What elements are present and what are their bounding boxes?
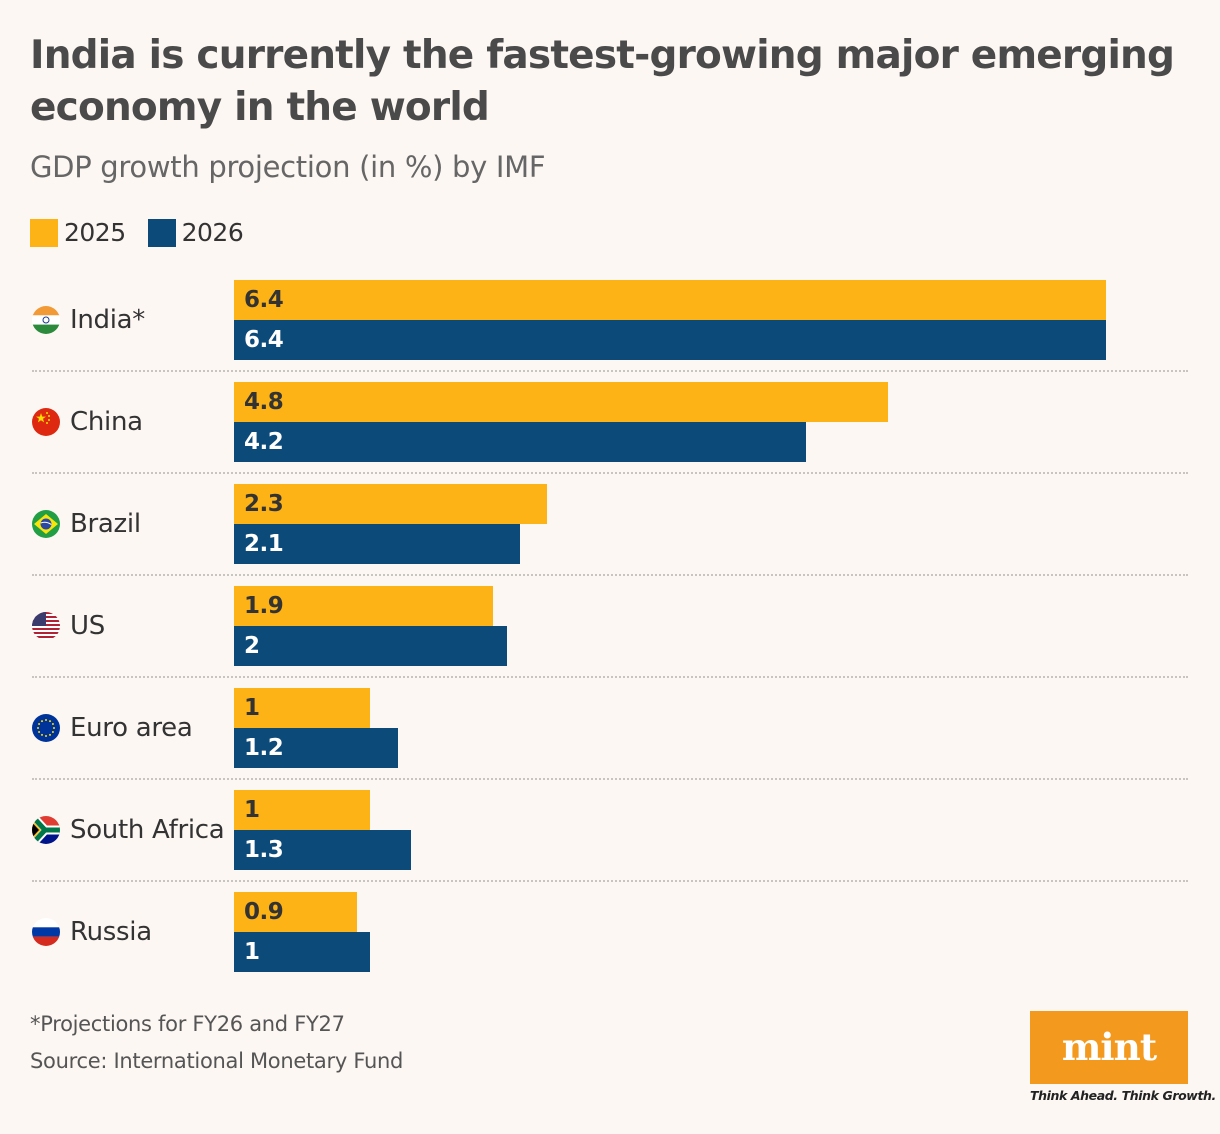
category-label-china: China (32, 402, 143, 442)
bar-us-2026: 2 (234, 626, 507, 666)
data-label-south-africa-2025: 1 (244, 797, 260, 823)
bar-euro-area-2025: 1 (234, 688, 370, 728)
us-flag-icon (32, 612, 60, 640)
logo-tagline: Think Ahead. Think Growth. (1030, 1088, 1216, 1103)
category-label-brazil: Brazil (32, 504, 141, 544)
bar-china-2026: 4.2 (234, 422, 806, 462)
bar-chart: India* 6.4 6.4 China 4.8 4.2 Brazil 2.3 2.1 US 1.9… (0, 280, 1220, 980)
category-text-euro-area: Euro area (70, 713, 193, 743)
data-label-euro-area-2025: 1 (244, 695, 260, 721)
bar-brazil-2026: 2.1 (234, 524, 520, 564)
eu-flag-icon (32, 714, 60, 742)
category-label-south-africa: South Africa (32, 810, 225, 850)
data-label-russia-2025: 0.9 (244, 899, 284, 925)
data-label-brazil-2026: 2.1 (244, 531, 284, 557)
data-label-india-2025: 6.4 (244, 287, 284, 313)
data-label-south-africa-2026: 1.3 (244, 837, 284, 863)
data-label-us-2026: 2 (244, 633, 260, 659)
category-label-us: US (32, 606, 105, 646)
legend-swatch-2026 (147, 218, 176, 247)
bar-india-2026: 6.4 (234, 320, 1106, 360)
row-separator (32, 880, 1188, 882)
category-label-euro-area: Euro area (32, 708, 193, 748)
bar-south-africa-2025: 1 (234, 790, 370, 830)
bar-russia-2026: 1 (234, 932, 370, 972)
legend-label-2025: 2025 (64, 218, 126, 247)
mint-logo: mint (1030, 1011, 1188, 1084)
legend-label-2026: 2026 (181, 218, 244, 247)
category-label-india: India* (32, 300, 145, 340)
row-separator (32, 676, 1188, 678)
source-note: Source: International Monetary Fund (30, 1049, 403, 1073)
footnote: *Projections for FY26 and FY27 (30, 1012, 345, 1036)
svg-text:mint: mint (1062, 1028, 1158, 1068)
chart-title: India is currently the fastest-growing m… (30, 33, 1175, 130)
category-text-china: China (70, 407, 143, 437)
category-text-india: India* (70, 305, 146, 335)
row-separator (32, 472, 1188, 474)
south-africa-flag-icon (32, 816, 60, 844)
row-separator (32, 574, 1188, 576)
category-text-south-africa: South Africa (70, 815, 225, 845)
legend-item-2025: 2025 (30, 218, 126, 247)
data-label-brazil-2025: 2.3 (244, 491, 284, 517)
russia-flag-icon (32, 918, 60, 946)
india-flag-icon (32, 306, 60, 334)
legend-swatch-2025 (30, 218, 58, 247)
legend: 2025 2026 (30, 218, 265, 247)
bar-india-2025: 6.4 (234, 280, 1106, 320)
category-text-brazil: Brazil (70, 509, 141, 539)
chart-subtitle: GDP growth projection (in %) by IMF (30, 150, 546, 184)
brazil-flag-icon (32, 510, 60, 538)
bar-euro-area-2026: 1.2 (234, 728, 398, 768)
data-label-india-2026: 6.4 (244, 327, 284, 353)
legend-item-2026: 2026 (147, 218, 244, 247)
data-label-euro-area-2026: 1.2 (244, 735, 284, 761)
china-flag-icon (32, 408, 60, 436)
row-separator (32, 778, 1188, 780)
bar-russia-2025: 0.9 (234, 892, 357, 932)
row-separator (32, 370, 1188, 372)
category-label-russia: Russia (32, 912, 152, 952)
mint-wordmark-icon: mint (1062, 1028, 1159, 1068)
category-text-russia: Russia (70, 917, 152, 947)
data-label-russia-2026: 1 (244, 939, 260, 965)
bar-south-africa-2026: 1.3 (234, 830, 411, 870)
data-label-china-2025: 4.8 (244, 389, 284, 415)
data-label-china-2026: 4.2 (244, 429, 284, 455)
bar-brazil-2025: 2.3 (234, 484, 547, 524)
bar-us-2025: 1.9 (234, 586, 493, 626)
category-text-us: US (70, 611, 105, 641)
data-label-us-2025: 1.9 (244, 593, 284, 619)
bar-china-2025: 4.8 (234, 382, 888, 422)
